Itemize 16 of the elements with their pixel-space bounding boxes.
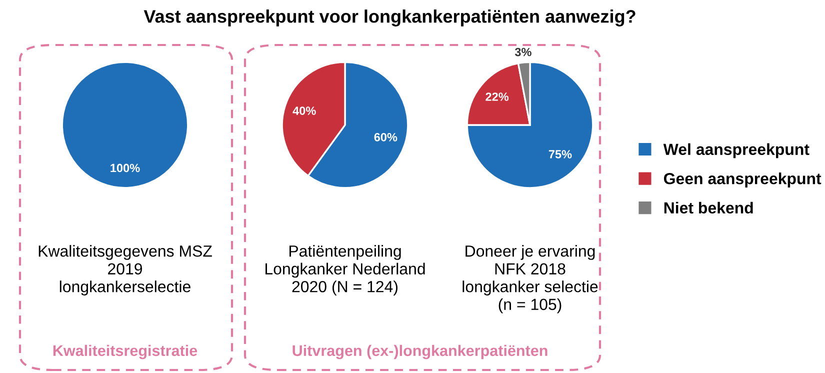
text: Vast aanspreekpunt voor longkankerpatiënten aanwezig? <box>144 10 636 26</box>
legend-label: Geen aanspreekpunt <box>664 172 822 188</box>
text: Doneer je ervaring NFK 2018 longkanker selectie (n = 105) <box>462 245 598 314</box>
data-label: 100% <box>110 164 140 172</box>
data-label: 40% <box>292 106 316 115</box>
text: Uitvragen (ex-)longkankerpatiënten <box>292 344 548 360</box>
legend-label: Niet bekend <box>664 202 753 214</box>
text: Kwaliteitsregistratie <box>53 344 198 360</box>
pie-slice <box>466 61 594 189</box>
data-label: 60% <box>374 133 398 142</box>
text: Patiëntenpeiling Longkanker Nederland 2020 (N = 124) <box>266 245 425 296</box>
legend-label: Wel aanspreekpunt <box>663 143 810 158</box>
data-label: 75% <box>548 150 572 158</box>
text: Kwaliteitsgegevens MSZ 2019 longkankerselectie <box>38 245 212 296</box>
data-label: 3% <box>514 48 532 56</box>
data-label: 22% <box>486 92 509 101</box>
